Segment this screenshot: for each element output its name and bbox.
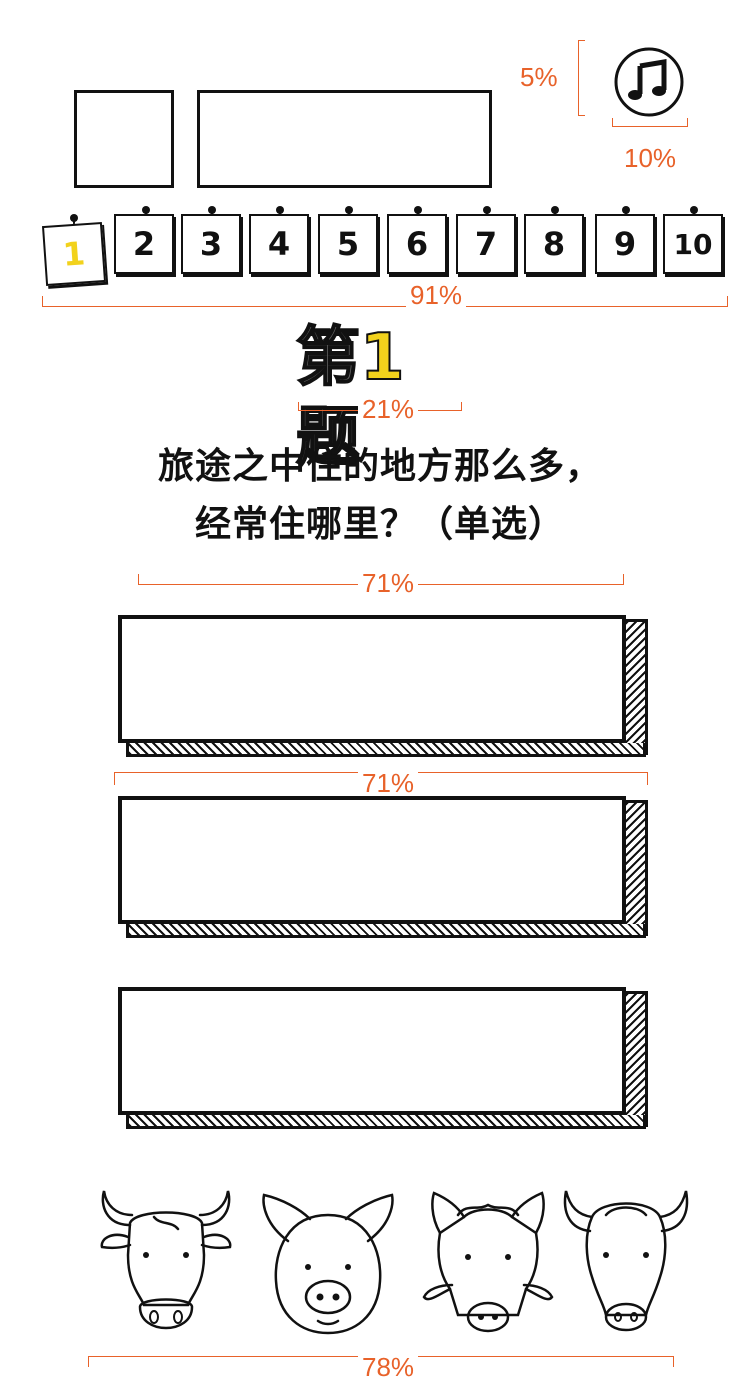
question-card-2[interactable]: 2 xyxy=(114,214,174,274)
answer-option-2-face[interactable] xyxy=(118,796,626,924)
question-line-1: 旅途之中住的地方那么多， xyxy=(157,446,602,487)
question-card-8[interactable]: 8 xyxy=(524,214,584,274)
question-card-10[interactable]: 10 xyxy=(663,214,723,274)
annotation-heading: 21% xyxy=(358,394,419,425)
pig-icon xyxy=(262,1193,394,1335)
annotation-music-bottom: 10% xyxy=(624,143,677,173)
annotation-cards: 91% xyxy=(406,280,467,311)
question-cards: 1 2 3 4 5 6 7 8 9 10 xyxy=(0,200,750,290)
bracket-music-bottom xyxy=(612,118,688,127)
question-card-7[interactable]: 7 xyxy=(456,214,516,274)
answer-option-1[interactable] xyxy=(118,615,648,757)
answer-option-3-face[interactable] xyxy=(118,987,626,1115)
question-line-2: 经常住哪里？（单选） xyxy=(194,504,565,545)
heading-prefix: 第 xyxy=(295,320,361,396)
annotation-question: 71% xyxy=(358,568,419,599)
question-card-9[interactable]: 9 xyxy=(595,214,655,274)
annotation-option-gap: 71% xyxy=(358,768,419,799)
answer-option-1-face[interactable] xyxy=(118,615,626,743)
bracket-music-top xyxy=(578,40,585,116)
question-card-1[interactable]: 1 xyxy=(41,221,107,287)
bracket-cards xyxy=(42,296,728,307)
question-card-3[interactable]: 3 xyxy=(181,214,241,274)
boar-icon xyxy=(422,1191,554,1333)
annotation-animals: 78% xyxy=(358,1352,419,1383)
heading-number: 1 xyxy=(359,320,406,396)
cow-icon xyxy=(100,1190,232,1330)
answer-option-2[interactable] xyxy=(118,796,648,938)
question-card-4[interactable]: 4 xyxy=(249,214,309,274)
question-card-5[interactable]: 5 xyxy=(318,214,378,274)
question-heading: 第1题 xyxy=(295,318,466,476)
buffalo-icon xyxy=(563,1190,689,1332)
music-button[interactable] xyxy=(610,44,688,120)
small-box xyxy=(74,90,174,188)
answer-option-3[interactable] xyxy=(118,987,648,1129)
annotation-music-top: 5% xyxy=(520,62,558,92)
music-note-icon xyxy=(614,47,684,117)
heading-suffix: 题 xyxy=(295,400,361,476)
wide-box xyxy=(197,90,492,188)
question-card-6[interactable]: 6 xyxy=(387,214,447,274)
